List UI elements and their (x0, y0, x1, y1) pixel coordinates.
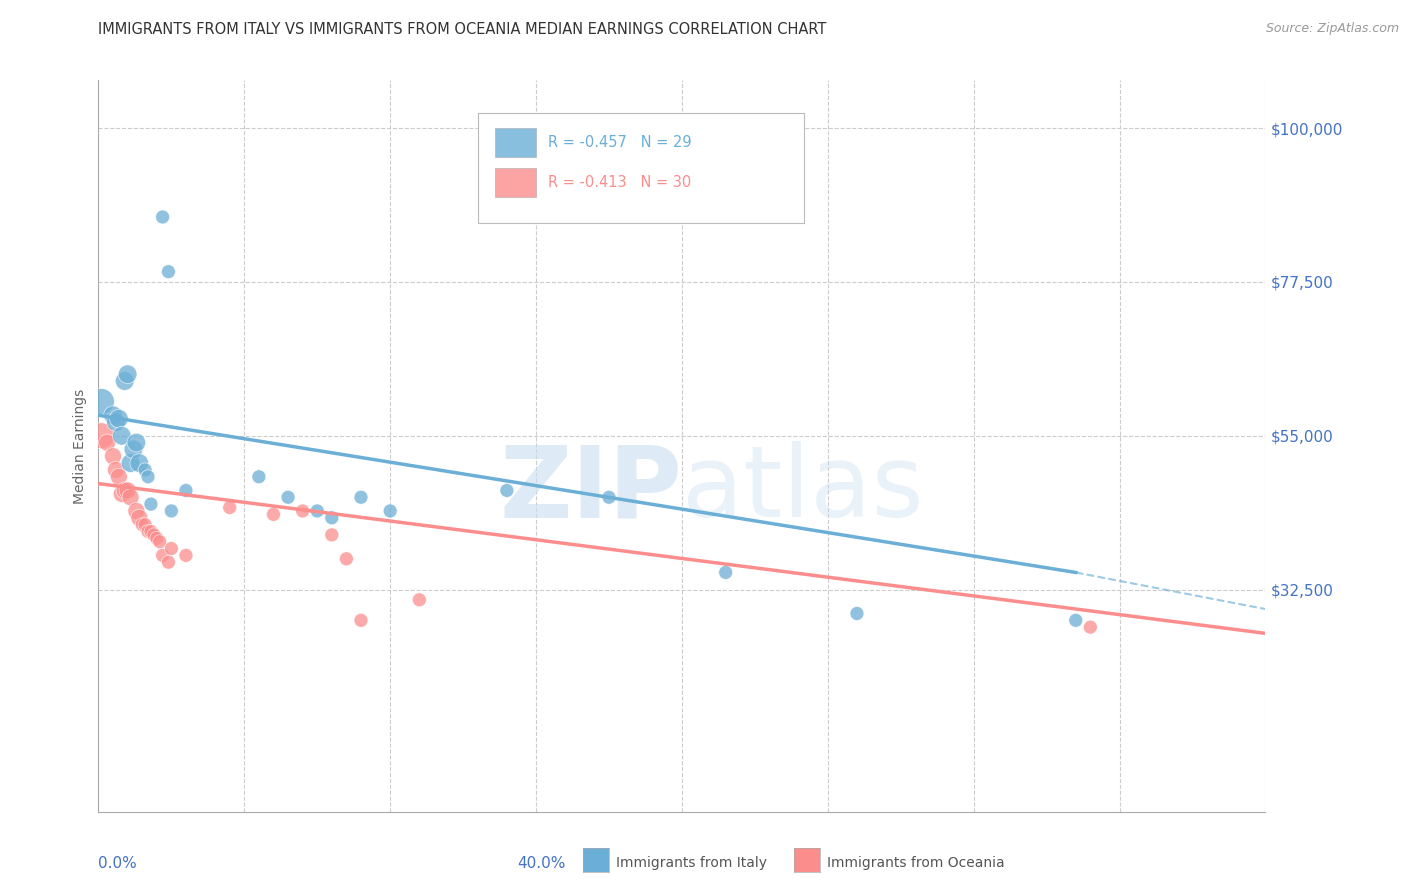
Point (321, 510, 343, 524)
Text: R = -0.413   N = 30: R = -0.413 N = 30 (548, 175, 690, 190)
Point (120, 490, 142, 504)
Point (108, 411, 131, 425)
FancyBboxPatch shape (495, 128, 536, 157)
Text: Immigrants from Italy: Immigrants from Italy (616, 856, 766, 871)
Point (277, 490, 299, 504)
Point (96, 435, 118, 450)
Point (495, 483, 517, 498)
Point (134, 463, 156, 477)
Point (174, 483, 197, 498)
Text: atlas: atlas (682, 442, 924, 539)
Point (378, 504, 402, 518)
Point (247, 469, 270, 483)
Point (117, 483, 139, 498)
Point (142, 528, 165, 542)
Point (321, 528, 343, 542)
Point (90, 394, 112, 409)
Point (714, 566, 737, 580)
Point (136, 469, 159, 483)
Point (114, 483, 136, 498)
Text: Immigrants from Oceania: Immigrants from Oceania (827, 856, 1004, 871)
Text: R = -0.457   N = 29: R = -0.457 N = 29 (548, 135, 692, 150)
Point (350, 490, 373, 504)
Point (139, 524, 162, 539)
Text: 0.0%: 0.0% (98, 855, 138, 871)
FancyBboxPatch shape (495, 168, 536, 197)
Point (335, 551, 357, 566)
Point (1080, 620, 1102, 634)
Text: 40.0%: 40.0% (517, 855, 565, 871)
Point (117, 368, 139, 382)
Point (134, 517, 156, 532)
Point (101, 409, 124, 423)
Point (108, 469, 131, 483)
Point (152, 549, 174, 563)
Point (146, 531, 169, 545)
Point (307, 504, 329, 518)
FancyBboxPatch shape (478, 113, 804, 223)
Point (218, 500, 240, 515)
Y-axis label: Median Earnings: Median Earnings (73, 388, 87, 504)
Point (111, 487, 134, 501)
Point (160, 541, 183, 556)
Point (111, 429, 134, 443)
Point (152, 210, 174, 224)
Point (114, 374, 136, 388)
Point (125, 504, 148, 518)
Point (157, 265, 180, 279)
Point (136, 524, 159, 539)
Point (128, 456, 150, 470)
Point (131, 517, 153, 532)
Text: ZIP: ZIP (499, 442, 682, 539)
Point (139, 497, 162, 511)
Point (125, 435, 148, 450)
Point (174, 549, 197, 563)
Point (122, 442, 145, 457)
Point (149, 534, 172, 549)
Point (128, 510, 150, 524)
Text: IMMIGRANTS FROM ITALY VS IMMIGRANTS FROM OCEANIA MEDIAN EARNINGS CORRELATION CHA: IMMIGRANTS FROM ITALY VS IMMIGRANTS FROM… (98, 22, 827, 37)
Point (101, 449, 124, 463)
Point (120, 456, 142, 470)
Point (350, 613, 373, 627)
Point (104, 415, 127, 429)
Point (104, 463, 127, 477)
Point (262, 508, 284, 522)
Point (845, 607, 868, 621)
Point (157, 555, 180, 569)
Text: Source: ZipAtlas.com: Source: ZipAtlas.com (1265, 22, 1399, 36)
Point (291, 504, 314, 518)
Point (160, 504, 183, 518)
Point (90, 429, 112, 443)
Point (1064, 613, 1087, 627)
Point (598, 490, 620, 504)
Point (408, 592, 430, 607)
